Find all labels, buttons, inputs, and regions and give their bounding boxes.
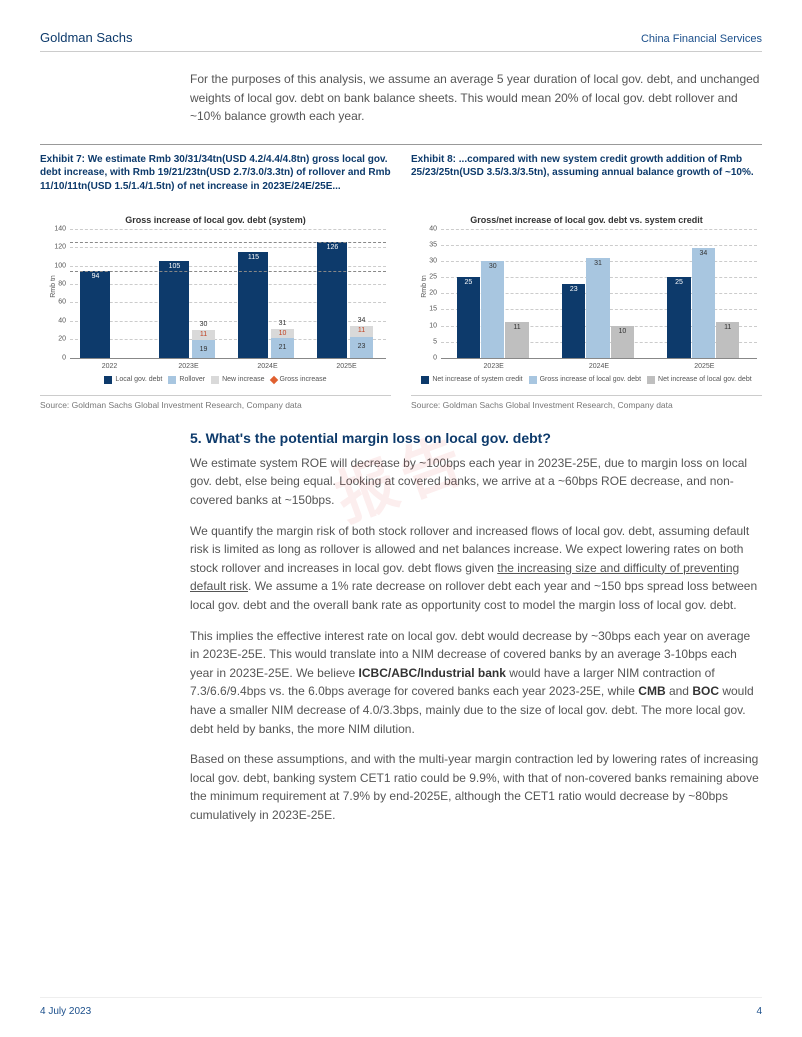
section-5-p1: We estimate system ROE will decrease by … (190, 454, 762, 510)
legend-item: Gross increase (271, 376, 327, 384)
bar-gross-local: 34 (692, 248, 715, 358)
legend-item: Net increase of system credit (421, 376, 522, 384)
chart-8-xaxis: 2023E2024E2025E (441, 363, 757, 370)
bar-new-increase: 11 (192, 330, 216, 340)
document-type: China Financial Services (641, 33, 762, 45)
page-header: Goldman Sachs China Financial Services (40, 30, 762, 52)
bar-rollover: 23 (350, 337, 374, 358)
chart-8-title: Gross/net increase of local gov. debt vs… (411, 215, 762, 225)
bar-local-debt: 126 (317, 242, 347, 358)
chart-7-legend: Local gov. debt Rollover New increase Gross… (40, 376, 391, 384)
legend-item: New increase (211, 376, 264, 384)
exhibit-7: Exhibit 7: We estimate Rmb 30/31/34tn(US… (40, 153, 391, 410)
bar-net-system: 25 (667, 277, 690, 358)
page-footer: 4 July 2023 4 (40, 997, 762, 1017)
footer-date: 4 July 2023 (40, 1006, 91, 1017)
bar-new-increase: 10 (271, 329, 295, 338)
chart-8-area: Rmb tn 051015202530354025301123311025341… (441, 229, 757, 359)
legend-item: Gross increase of local gov. debt (529, 376, 641, 384)
exhibits-container: Exhibit 7: We estimate Rmb 30/31/34tn(US… (40, 144, 762, 410)
exhibit-7-source: Source: Goldman Sachs Global Investment … (40, 395, 391, 410)
section-5-p2: We quantify the margin risk of both stoc… (190, 522, 762, 615)
bar-gross-local: 31 (586, 258, 609, 358)
exhibit-7-title: Exhibit 7: We estimate Rmb 30/31/34tn(US… (40, 153, 391, 203)
exhibit-8: Exhibit 8: ...compared with new system c… (411, 153, 762, 410)
exhibit-8-title: Exhibit 8: ...compared with new system c… (411, 153, 762, 203)
section-5-body: We estimate system ROE will decrease by … (190, 454, 762, 825)
chart-7-title: Gross increase of local gov. debt (syste… (40, 215, 391, 225)
legend-item: Local gov. debt (104, 376, 162, 384)
bar-net-local: 11 (505, 322, 528, 357)
bar-net-local: 11 (716, 322, 739, 357)
exhibit-8-source: Source: Goldman Sachs Global Investment … (411, 395, 762, 410)
brand-name: Goldman Sachs (40, 30, 133, 45)
bar-net-local: 10 (611, 326, 634, 358)
legend-item: Rollover (168, 376, 205, 384)
bar-net-system: 25 (457, 277, 480, 358)
bar-local-debt: 105 (159, 261, 189, 358)
intro-paragraph: For the purposes of this analysis, we as… (190, 70, 762, 126)
section-5-p4: Based on these assumptions, and with the… (190, 750, 762, 824)
section-5-p3: This implies the effective interest rate… (190, 627, 762, 739)
bar-net-system: 23 (562, 284, 585, 358)
bar-rollover: 21 (271, 338, 295, 357)
bar-gross-local: 30 (481, 261, 504, 358)
bar-new-increase: 11 (350, 326, 374, 336)
chart-7-xaxis: 20222023E2024E2025E (70, 363, 386, 370)
bar-local-debt: 94 (80, 271, 110, 358)
chart-7-area: Rmb tn 020406080100120140941051911301152… (70, 229, 386, 359)
bar-rollover: 19 (192, 340, 216, 358)
bar-local-debt: 115 (238, 252, 268, 358)
footer-page-number: 4 (756, 1006, 762, 1017)
chart-8-legend: Net increase of system credit Gross incre… (411, 376, 762, 384)
legend-item: Net increase of local gov. debt (647, 376, 752, 384)
section-5-heading: 5. What's the potential margin loss on l… (190, 430, 762, 446)
